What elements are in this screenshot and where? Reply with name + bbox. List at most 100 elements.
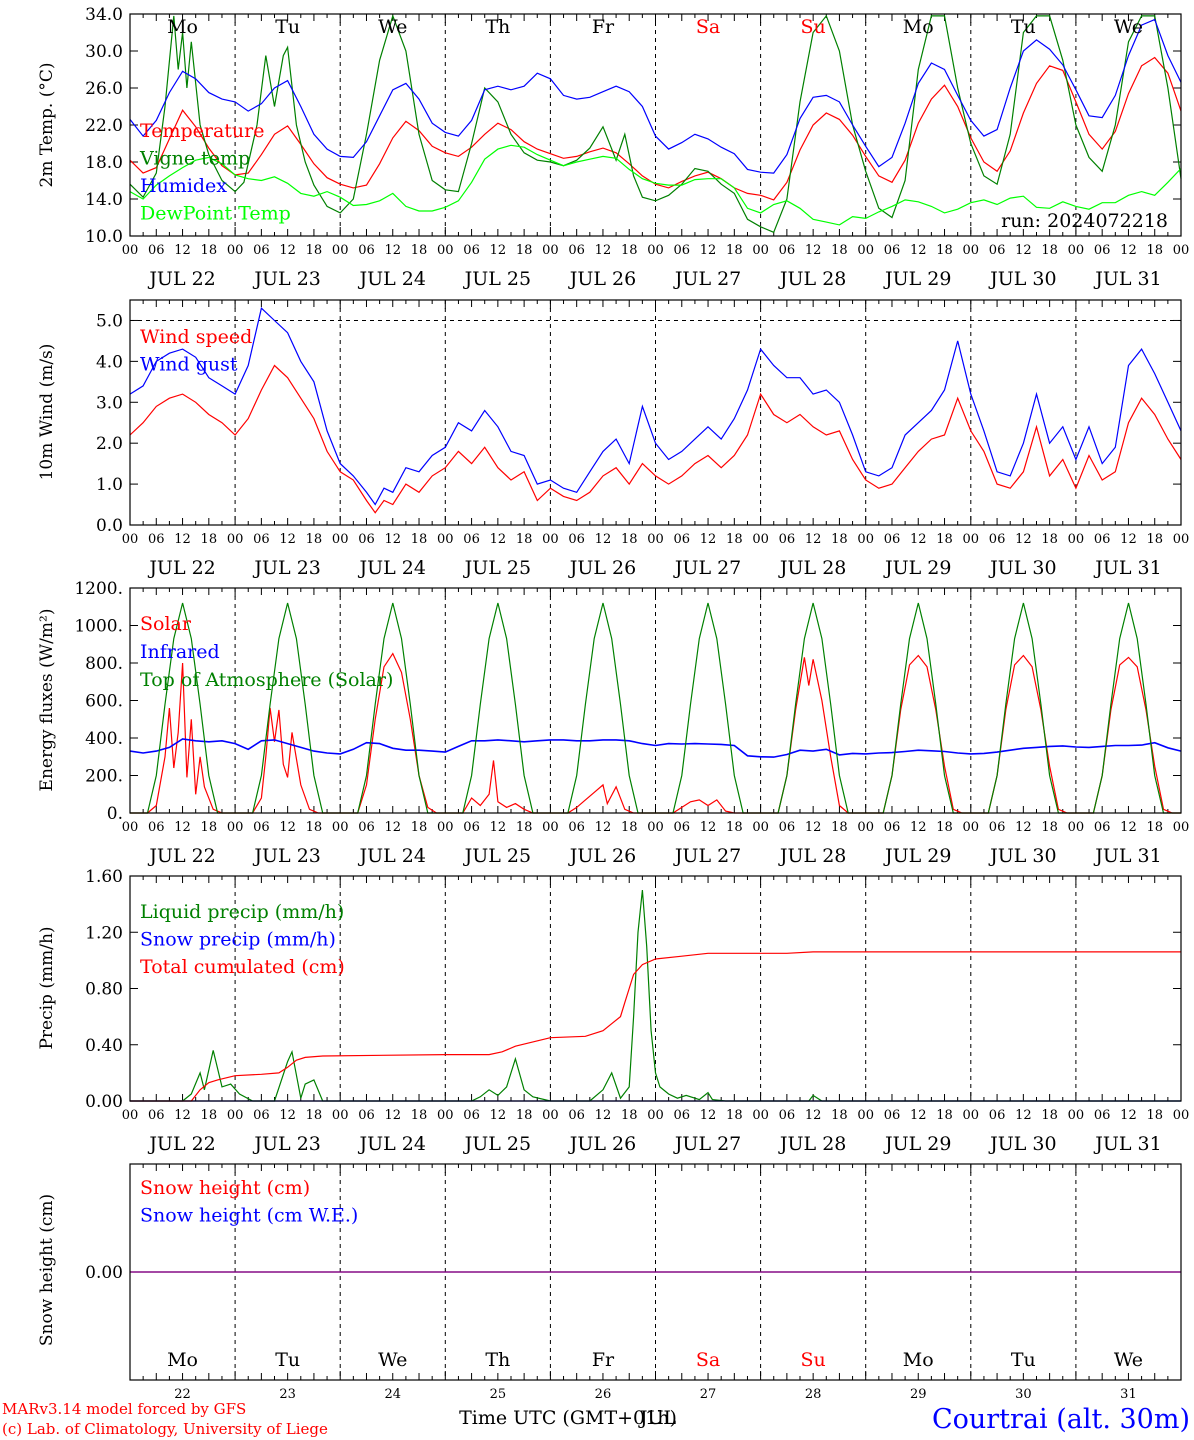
y-tick-label: 600. — [85, 692, 123, 712]
date-label: JUL 25 — [463, 268, 531, 290]
series-total-cumulated-cm — [130, 951, 1181, 1102]
hour-tick-label: 06 — [358, 820, 375, 835]
x-axis-title: Time UTC (GMT+01h) — [459, 1407, 677, 1429]
date-label: JUL 24 — [358, 845, 426, 867]
panel-4: 1.60 1.20 0.80 0.40 0.00 Precip (mm/h) Liquid … — [37, 867, 1189, 1155]
day-number-label: 30 — [1015, 1387, 1032, 1402]
weekday-label: We — [1114, 16, 1143, 38]
date-label: JUL 22 — [147, 845, 215, 867]
y-tick-label: 4.0 — [96, 352, 123, 372]
hour-tick-label: 18 — [726, 243, 743, 258]
plot-frame — [129, 1163, 1182, 1381]
hour-tick-label: 06 — [148, 532, 165, 547]
hour-tick-label: 00 — [963, 1108, 980, 1123]
hour-tick-label: 00 — [1173, 820, 1190, 835]
date-label: JUL 31 — [1093, 1133, 1161, 1155]
hour-tick-label: 12 — [384, 820, 401, 835]
day-number-label: 25 — [490, 1387, 507, 1402]
hour-tick-label: 12 — [174, 532, 191, 547]
y-axis-title: Snow height (cm) — [37, 1194, 57, 1346]
hour-tick-label: 12 — [1120, 1108, 1137, 1123]
legend-top-of-atmosphere-solar: Top of Atmosphere (Solar) — [140, 669, 393, 691]
date-label: JUL 22 — [147, 557, 215, 579]
hour-tick-label: 12 — [279, 243, 296, 258]
date-label: JUL 29 — [883, 557, 951, 579]
hour-tick-label: 00 — [963, 820, 980, 835]
y-tick-label: 26.0 — [85, 79, 123, 99]
date-label: JUL 26 — [568, 1133, 636, 1155]
hour-tick-label: 18 — [1041, 532, 1058, 547]
hour-tick-label: 06 — [358, 1108, 375, 1123]
weekday-label: Tu — [1011, 16, 1036, 38]
hour-tick-label: 06 — [463, 532, 480, 547]
run-label: run: 2024072218 — [1001, 210, 1168, 232]
date-label: JUL 29 — [883, 268, 951, 290]
hour-tick-label: 06 — [1094, 532, 1111, 547]
hour-tick-label: 00 — [647, 243, 664, 258]
legend-snow-height-we: Snow height (cm W.E.) — [140, 1205, 358, 1227]
hour-tick-label: 06 — [253, 820, 270, 835]
weekday-label: Th — [485, 1349, 510, 1371]
hour-tick-label: 12 — [910, 820, 927, 835]
hour-tick-label: 18 — [306, 820, 323, 835]
hour-tick-label: 12 — [490, 243, 507, 258]
hour-tick-label: 00 — [437, 1108, 454, 1123]
panel-1: 34.0 30.0 26.0 22.0 18.0 14.0 10.0 2m Temp. (°C… — [37, 5, 1189, 290]
day-number-label: 27 — [700, 1387, 717, 1402]
legend-total-cumulated-cm: Total cumulated (cm) — [140, 956, 345, 978]
date-label: JUL 24 — [358, 557, 426, 579]
hour-tick-label: 18 — [201, 820, 218, 835]
date-label: JUL 30 — [988, 557, 1056, 579]
hour-tick-label: 12 — [174, 820, 191, 835]
date-label: JUL 24 — [358, 268, 426, 290]
legend-vigne-temp: Vigne temp — [139, 148, 250, 170]
hour-tick-label: 18 — [726, 820, 743, 835]
hour-tick-label: 00 — [122, 1108, 139, 1123]
weekday-label: Tu — [275, 16, 300, 38]
date-label: JUL 28 — [778, 845, 846, 867]
date-label: JUL 24 — [358, 1133, 426, 1155]
hour-tick-label: 00 — [227, 820, 244, 835]
hour-tick-label: 18 — [516, 1108, 533, 1123]
series-dewpoint-temp — [129, 144, 1182, 226]
date-label: JUL 29 — [883, 845, 951, 867]
hour-tick-label: 12 — [279, 532, 296, 547]
date-label: JUL 30 — [988, 845, 1056, 867]
date-label: JUL 22 — [147, 1133, 215, 1155]
hour-tick-label: 18 — [1146, 1108, 1163, 1123]
hour-tick-label: 12 — [1015, 820, 1032, 835]
hour-tick-label: 12 — [1120, 532, 1137, 547]
hour-tick-label: 06 — [253, 1108, 270, 1123]
hour-tick-label: 06 — [884, 1108, 901, 1123]
hour-tick-label: 06 — [674, 820, 691, 835]
hour-tick-label: 00 — [227, 532, 244, 547]
hour-tick-label: 06 — [1094, 1108, 1111, 1123]
weekday-label: Su — [801, 16, 826, 38]
y-axis-title: Precip (mm/h) — [37, 926, 57, 1049]
hour-tick-label: 18 — [1146, 532, 1163, 547]
weekday-label: Mo — [167, 1349, 198, 1371]
hour-tick-label: 12 — [910, 532, 927, 547]
hour-tick-label: 06 — [884, 532, 901, 547]
hour-tick-label: 00 — [542, 532, 559, 547]
date-label: JUL 31 — [1093, 268, 1161, 290]
hour-tick-label: 12 — [1015, 532, 1032, 547]
hour-tick-label: 06 — [568, 1108, 585, 1123]
y-tick-label: 0.80 — [85, 980, 123, 1000]
weekday-label: We — [1114, 1349, 1143, 1371]
hour-tick-label: 12 — [384, 1108, 401, 1123]
date-label: JUL 25 — [463, 1133, 531, 1155]
hour-tick-label: 18 — [411, 820, 428, 835]
y-tick-label: 10.0 — [85, 227, 123, 247]
hour-tick-label: 00 — [227, 243, 244, 258]
hour-tick-label: 18 — [1146, 243, 1163, 258]
y-tick-label: 1.0 — [96, 475, 123, 495]
day-number-label: 23 — [279, 1387, 296, 1402]
hour-tick-label: 18 — [621, 243, 638, 258]
hour-tick-label: 00 — [647, 820, 664, 835]
hour-tick-label: 00 — [1068, 1108, 1085, 1123]
y-tick-label: 3.0 — [96, 393, 123, 413]
hour-tick-label: 00 — [752, 820, 769, 835]
y-axis-title: Energy fluxes (W/m²) — [37, 609, 57, 792]
hour-tick-label: 00 — [332, 820, 349, 835]
